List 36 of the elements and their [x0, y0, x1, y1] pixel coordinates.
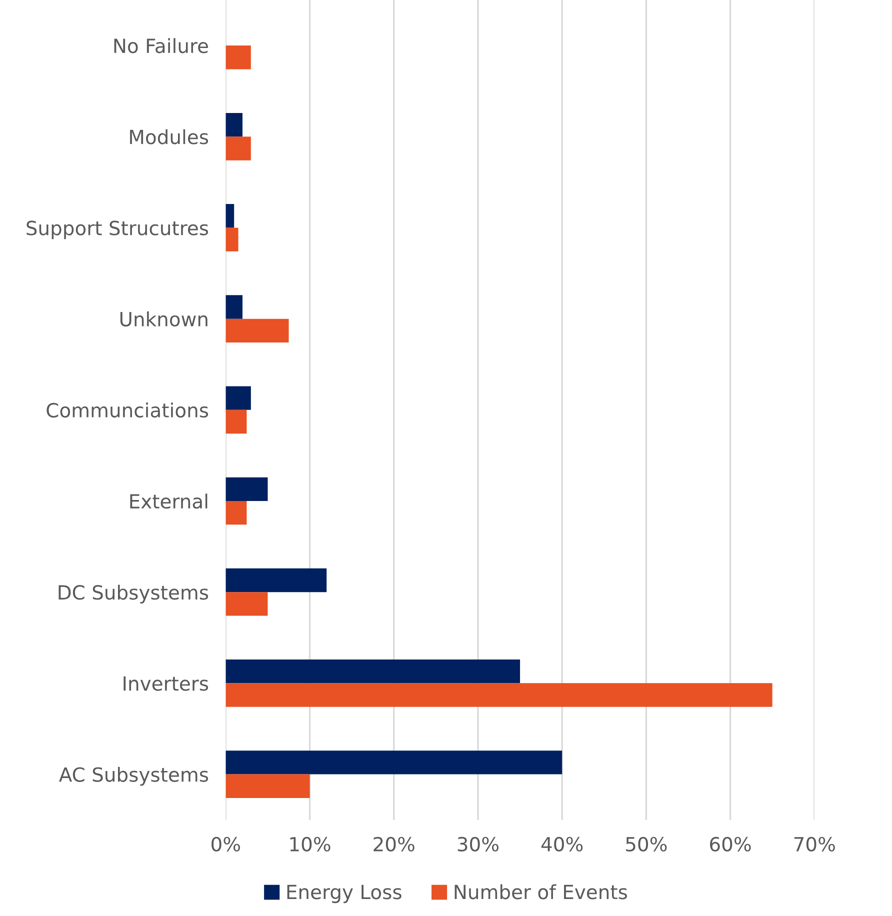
x-tick-label: 20%: [374, 836, 414, 852]
x-tick-label: 40%: [541, 836, 583, 852]
bar: [226, 386, 251, 410]
bar: [226, 204, 234, 228]
y-tick-label: Communciations: [46, 402, 208, 418]
y-tick-label: External: [130, 494, 208, 509]
bar: [226, 750, 562, 774]
bar: [226, 295, 242, 319]
bar: [226, 112, 242, 137]
bar: [226, 228, 238, 252]
bar: [226, 136, 251, 160]
x-tick-label: 0%: [212, 836, 240, 852]
y-tick-label: Modules: [130, 129, 208, 144]
bar: [226, 568, 327, 592]
bar: [226, 410, 247, 434]
x-tick-label: 60%: [710, 836, 751, 852]
bar: [226, 774, 310, 798]
bar: [226, 592, 268, 616]
x-tick-label: 70%: [794, 836, 835, 852]
y-tick-label: Inverters: [124, 676, 208, 691]
x-tick-label: 30%: [458, 836, 499, 852]
legend-label: Energy Loss: [287, 884, 402, 904]
bar: [226, 683, 772, 707]
y-tick-label: Unknown: [120, 311, 208, 326]
bar: [226, 46, 251, 70]
bar: [226, 318, 289, 343]
legend-label: Number of Events: [454, 884, 627, 900]
x-tick-label: 10%: [290, 836, 330, 852]
bar: [226, 477, 268, 501]
bar: [226, 501, 247, 525]
y-tick-label: DC Subsystems: [58, 584, 208, 604]
y-tick-label: Support Strucutres: [26, 220, 208, 240]
y-tick-label: AC Subsystems: [59, 766, 208, 786]
y-tick-label: No Failure: [114, 38, 208, 54]
bar: [226, 660, 520, 684]
x-tick-label: 50%: [626, 836, 667, 852]
